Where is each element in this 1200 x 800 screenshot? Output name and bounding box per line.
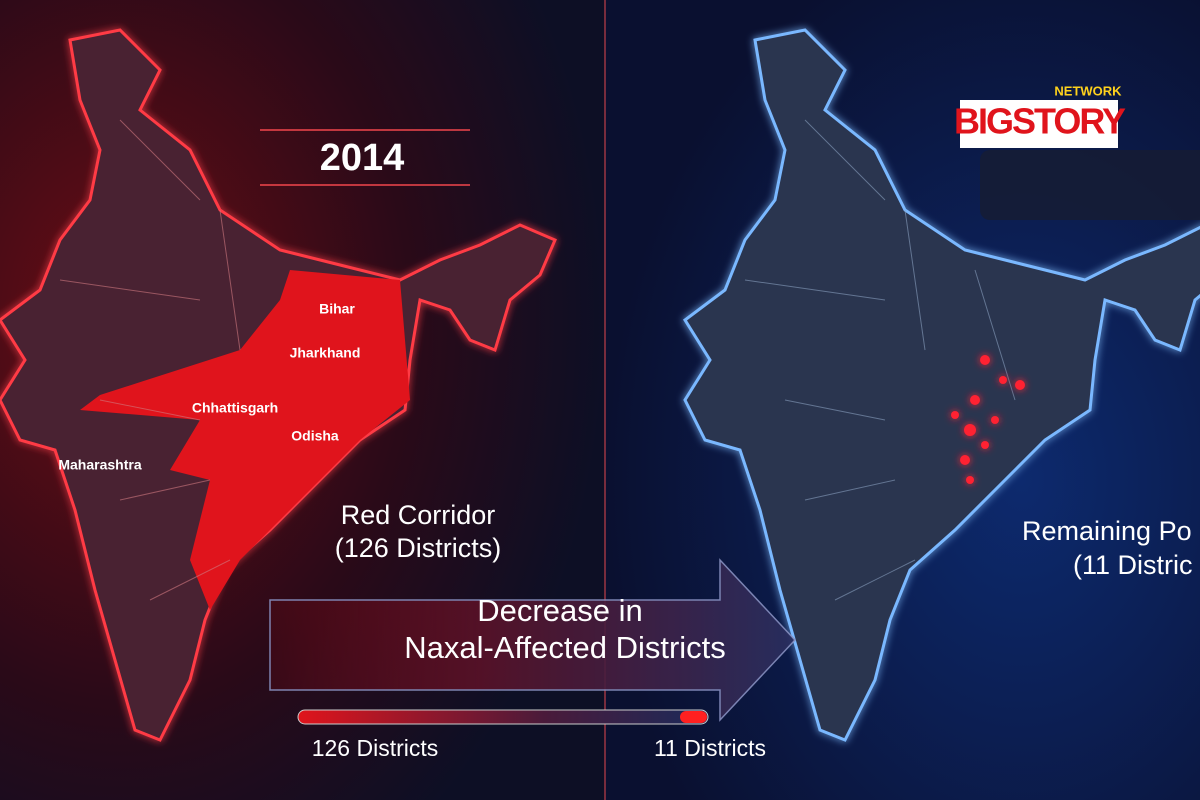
left-caption: (126 Districts) bbox=[335, 533, 502, 563]
left-map bbox=[0, 28, 557, 742]
logo-brand: BIGSTORY bbox=[954, 101, 1126, 142]
logo-bg bbox=[960, 100, 1118, 148]
state-label: Chhattisgarh bbox=[192, 400, 278, 416]
red-corridor bbox=[80, 270, 410, 610]
remaining-dots bbox=[951, 355, 1025, 484]
right-map bbox=[683, 28, 1200, 742]
left-caption: Red Corridor bbox=[341, 500, 496, 530]
progress-end-label: 11 Districts bbox=[654, 735, 766, 761]
progress-start-label: 126 Districts bbox=[312, 735, 439, 761]
right-caption: (11 Distric bbox=[1073, 550, 1193, 580]
state-label: Maharashtra bbox=[58, 457, 141, 473]
logo-panel bbox=[980, 150, 1200, 220]
logo-sub: NETWORK bbox=[1054, 83, 1122, 98]
progress-end bbox=[680, 711, 707, 723]
state-label: Jharkhand bbox=[290, 345, 361, 361]
year-title: 2014 bbox=[320, 137, 405, 179]
arrow-text: Naxal-Affected Districts bbox=[404, 630, 726, 665]
right-caption: Remaining Po bbox=[1022, 516, 1192, 546]
arrow-text: Decrease in bbox=[477, 593, 642, 628]
state-label: Odisha bbox=[291, 428, 339, 444]
progress-bar bbox=[297, 709, 709, 725]
state-label: Bihar bbox=[319, 301, 355, 317]
arrow bbox=[269, 558, 797, 722]
